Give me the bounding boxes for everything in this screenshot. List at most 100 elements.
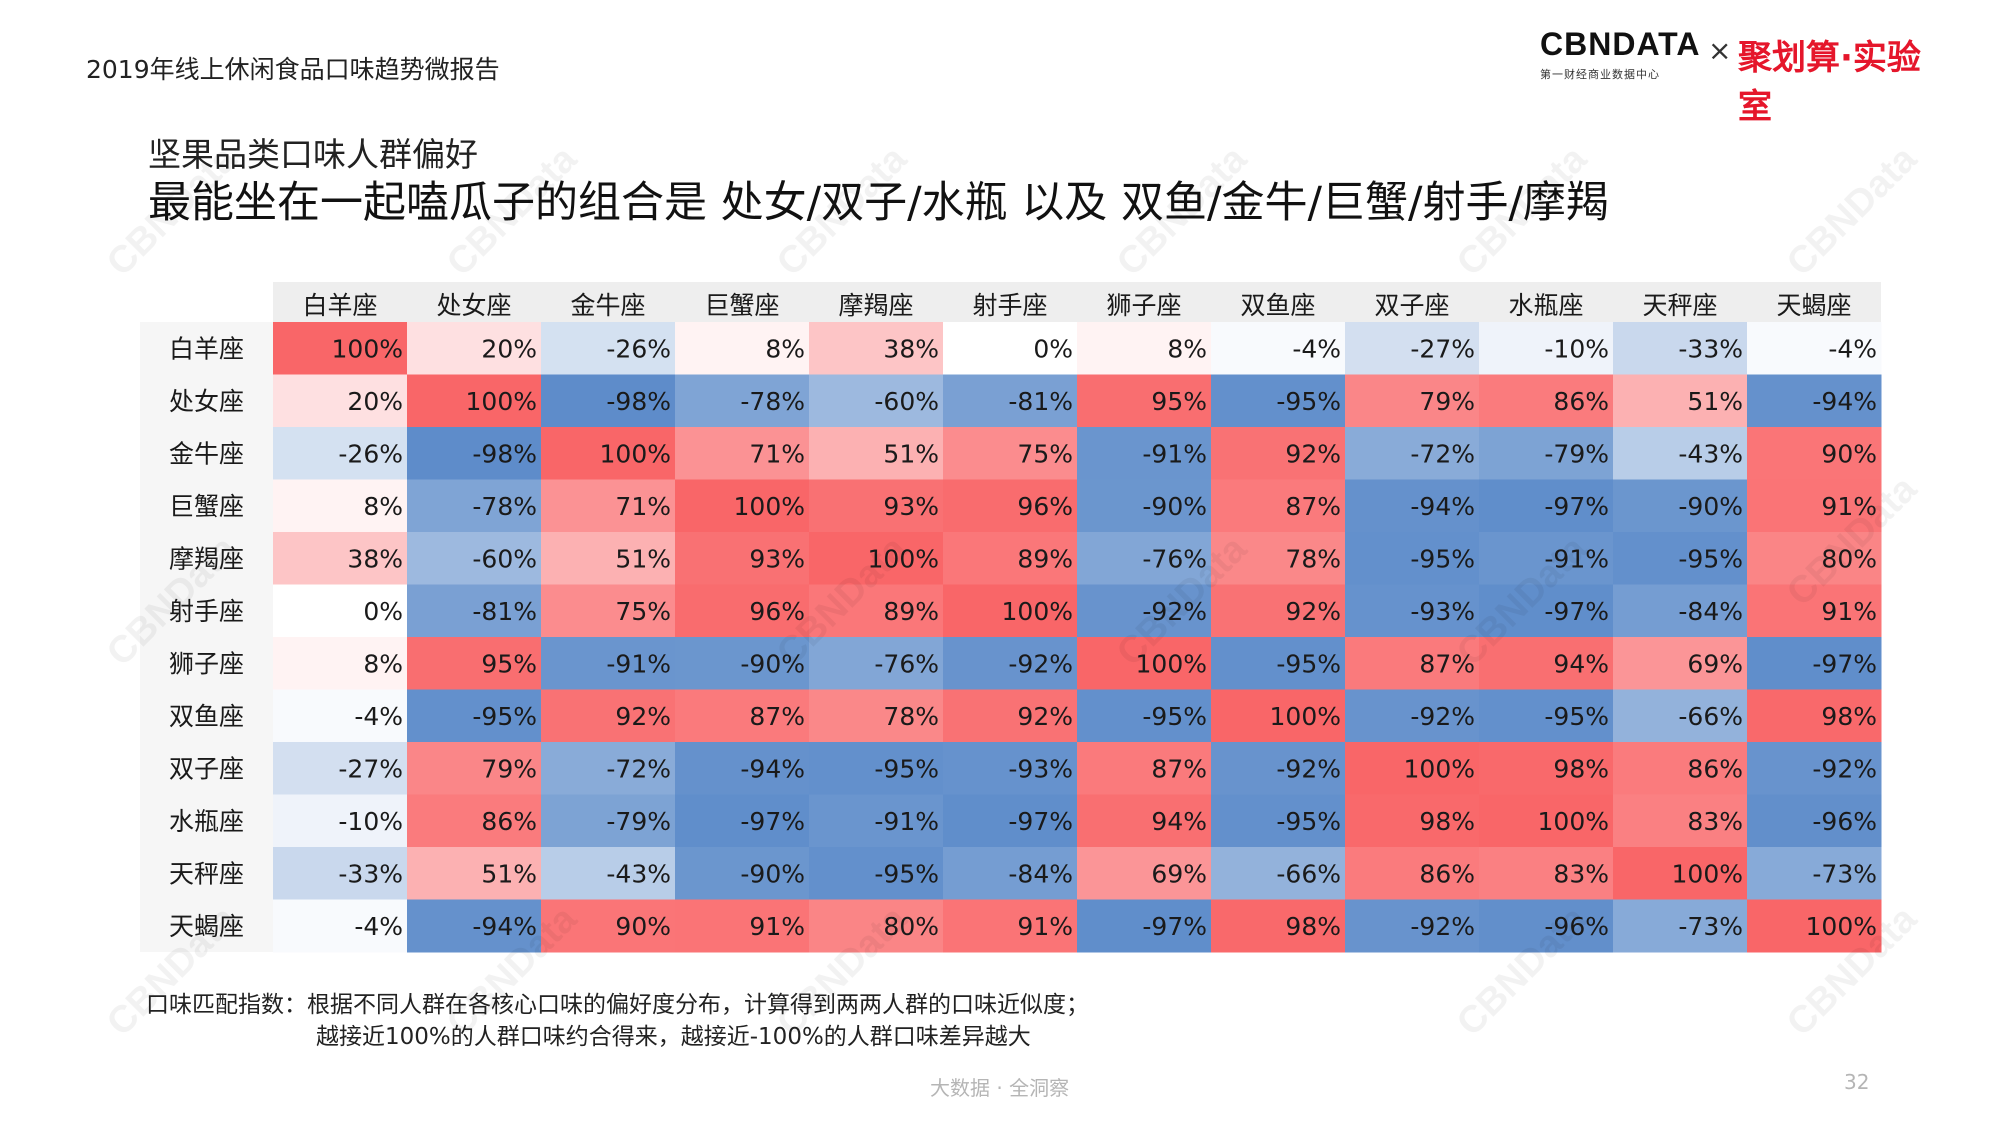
column-header-band xyxy=(273,282,1881,322)
heatmap-cell xyxy=(675,427,810,480)
heatmap-cell-value: 79% xyxy=(1419,387,1475,416)
heatmap-cell-value: -81% xyxy=(1008,387,1073,416)
heatmap-cell-value: -96% xyxy=(1812,807,1877,836)
heatmap-cell xyxy=(1345,479,1480,533)
heatmap-cell-value: -27% xyxy=(1410,334,1475,363)
column-header-label: 金牛座 xyxy=(570,291,645,320)
heatmap-cell-value: -60% xyxy=(472,544,537,573)
heatmap-cell xyxy=(675,847,810,900)
heatmap-cell xyxy=(675,899,810,953)
heatmap-cell xyxy=(273,532,408,585)
heatmap-cell-value: 100% xyxy=(868,544,939,573)
heatmap-cell xyxy=(943,532,1078,585)
heatmap-cell-value: 100% xyxy=(600,439,671,468)
heatmap-cell-value: 79% xyxy=(481,754,537,783)
heatmap-cell xyxy=(273,374,408,428)
heatmap-cell xyxy=(1345,427,1480,480)
heatmap-cell-value: -66% xyxy=(1276,859,1341,888)
heatmap-cell xyxy=(675,322,810,375)
heatmap-cell-value: 75% xyxy=(615,597,671,626)
heatmap-cell xyxy=(809,532,944,585)
report-title: 2019年线上休闲食品口味趋势微报告 xyxy=(86,55,500,84)
heatmap-cell xyxy=(675,479,810,533)
heatmap-cell xyxy=(1211,637,1346,690)
heatmap-cell xyxy=(1077,742,1212,795)
heatmap-cell-value: -94% xyxy=(740,754,805,783)
heatmap-cell xyxy=(1345,742,1480,795)
heatmap-cell xyxy=(1077,899,1212,953)
heatmap-cell xyxy=(273,479,408,533)
chart-headline: 最能坐在一起嗑瓜子的组合是 处女/双子/水瓶 以及 双鱼/金牛/巨蟹/射手/摩羯 xyxy=(148,178,1609,228)
heatmap-cell-value: -76% xyxy=(1142,544,1207,573)
heatmap-cell xyxy=(1479,899,1614,953)
heatmap-cell-value: -95% xyxy=(1276,649,1341,678)
heatmap-cell-value: -95% xyxy=(1276,807,1341,836)
heatmap-cell-value: -98% xyxy=(606,387,671,416)
heatmap-cell xyxy=(1077,637,1212,690)
heatmap-cell-value: -90% xyxy=(740,649,805,678)
heatmap-cell-value: 96% xyxy=(749,597,805,626)
heatmap-cell xyxy=(1345,322,1480,375)
heatmap-cell-value: 100% xyxy=(734,492,805,521)
heatmap-cell-value: -66% xyxy=(1678,702,1743,731)
column-header-label: 射手座 xyxy=(972,291,1047,320)
heatmap-cell-value: 92% xyxy=(1017,702,1073,731)
heatmap-cell-value: -72% xyxy=(606,754,671,783)
heatmap-cell xyxy=(943,847,1078,900)
heatmap-cell-value: -72% xyxy=(1410,439,1475,468)
heatmap-cell-value: 89% xyxy=(1017,544,1073,573)
heatmap-cell xyxy=(1747,584,1882,638)
heatmap-cell xyxy=(1479,794,1614,848)
heatmap-cell-value: 0% xyxy=(363,597,403,626)
heatmap-cell-value: -92% xyxy=(1812,754,1877,783)
heatmap-cell xyxy=(675,689,810,743)
heatmap-cell xyxy=(541,794,676,848)
heatmap-cell xyxy=(943,427,1078,480)
heatmap-cell xyxy=(407,374,542,428)
note-line-1: 口味匹配指数：根据不同人群在各核心口味的偏好度分布，计算得到两两人群的口味近似度… xyxy=(146,992,1089,1018)
heatmap-cell-value: 8% xyxy=(363,649,403,678)
heatmap-cell-value: -97% xyxy=(1142,912,1207,941)
heatmap-cell-value: 98% xyxy=(1553,754,1609,783)
heatmap-cell xyxy=(1479,532,1614,585)
heatmap-cell-value: 69% xyxy=(1151,859,1207,888)
heatmap-cell xyxy=(943,637,1078,690)
heatmap-cell-value: 8% xyxy=(1167,334,1207,363)
heatmap-cell xyxy=(1345,637,1480,690)
heatmap-cell xyxy=(1345,847,1480,900)
heatmap-cell xyxy=(675,374,810,428)
heatmap-cell-value: -92% xyxy=(1410,912,1475,941)
heatmap-cell-value: 92% xyxy=(615,702,671,731)
heatmap-cell xyxy=(1479,322,1614,375)
heatmap-cell-value: 38% xyxy=(883,334,939,363)
column-header-label: 白羊座 xyxy=(302,291,377,320)
heatmap-cell xyxy=(273,742,408,795)
heatmap-cell-value: 83% xyxy=(1687,807,1743,836)
row-header-label: 金牛座 xyxy=(169,439,244,468)
heatmap-cell xyxy=(675,637,810,690)
row-header-label: 摩羯座 xyxy=(169,544,244,573)
row-header-label: 射手座 xyxy=(169,597,244,626)
heatmap-cell xyxy=(1211,479,1346,533)
column-header-label: 天秤座 xyxy=(1642,291,1717,320)
heatmap-cell-value: 0% xyxy=(1033,334,1073,363)
heatmap-cell-value: 8% xyxy=(363,492,403,521)
heatmap-cell-value: 100% xyxy=(1806,912,1877,941)
heatmap-cell-value: 100% xyxy=(332,334,403,363)
page-number: 32 xyxy=(1844,1070,1870,1094)
heatmap-cell-value: 92% xyxy=(1285,597,1341,626)
column-header-label: 巨蟹座 xyxy=(704,291,779,320)
partner-logo: 聚划算·实验室 xyxy=(1738,38,1921,127)
column-header-label: 狮子座 xyxy=(1106,291,1181,320)
heatmap-cell xyxy=(1613,899,1748,953)
heatmap-cell xyxy=(273,847,408,900)
heatmap-cell xyxy=(1613,427,1748,480)
heatmap-cell-value: -90% xyxy=(1142,492,1207,521)
heatmap-cell-value: -33% xyxy=(1678,334,1743,363)
heatmap-cell xyxy=(1345,689,1480,743)
heatmap-cell xyxy=(1077,794,1212,848)
brand-block: CBNDATA 第一财经商业数据中心 × 聚划算·实验室 xyxy=(1540,24,1940,127)
heatmap-cell-value: 93% xyxy=(749,544,805,573)
row-header-label: 巨蟹座 xyxy=(169,492,244,521)
heatmap-cell-value: -95% xyxy=(1678,544,1743,573)
